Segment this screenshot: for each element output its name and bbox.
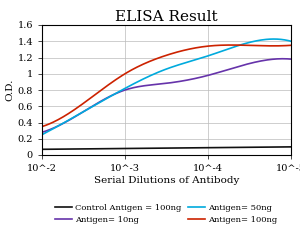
Antigen= 100ng (278, 44, 281, 47)
Antigen= 50ng (268, 38, 272, 41)
Legend: Control Antigen = 100ng, Antigen= 10ng, Antigen= 50ng, Antigen= 100ng: Control Antigen = 100ng, Antigen= 10ng, … (52, 201, 281, 228)
Antigen= 10ng (106, 96, 110, 99)
Antigen= 100ng (50, 121, 54, 124)
Line: Antigen= 100ng: Antigen= 100ng (42, 45, 291, 126)
Control Antigen = 100ng (86, 147, 90, 150)
Control Antigen = 100ng (50, 148, 54, 151)
Antigen= 10ng (277, 57, 280, 60)
Antigen= 50ng (40, 133, 44, 136)
X-axis label: Serial Dilutions of Antibody: Serial Dilutions of Antibody (94, 176, 239, 185)
Control Antigen = 100ng (277, 146, 280, 148)
Antigen= 50ng (50, 128, 54, 131)
Antigen= 100ng (289, 44, 293, 47)
Line: Control Antigen = 100ng: Control Antigen = 100ng (42, 147, 291, 149)
Antigen= 100ng (55, 119, 59, 122)
Antigen= 10ng (280, 57, 284, 60)
Control Antigen = 100ng (40, 148, 44, 151)
Antigen= 100ng (269, 44, 273, 47)
Antigen= 10ng (268, 58, 272, 61)
Antigen= 10ng (50, 127, 54, 130)
Antigen= 50ng (55, 125, 59, 128)
Line: Antigen= 10ng: Antigen= 10ng (42, 59, 291, 132)
Y-axis label: O.D.: O.D. (6, 79, 15, 101)
Control Antigen = 100ng (268, 146, 272, 148)
Antigen= 100ng (106, 84, 110, 86)
Antigen= 100ng (40, 125, 44, 128)
Antigen= 10ng (86, 107, 90, 110)
Antigen= 10ng (289, 58, 293, 60)
Antigen= 100ng (86, 98, 90, 101)
Antigen= 50ng (289, 40, 293, 43)
Control Antigen = 100ng (289, 145, 293, 148)
Antigen= 50ng (86, 108, 90, 110)
Antigen= 50ng (106, 96, 110, 99)
Control Antigen = 100ng (55, 148, 59, 151)
Antigen= 100ng (229, 44, 233, 46)
Antigen= 50ng (278, 38, 281, 41)
Line: Antigen= 50ng: Antigen= 50ng (42, 39, 291, 135)
Antigen= 10ng (40, 131, 44, 134)
Antigen= 10ng (55, 125, 59, 128)
Antigen= 50ng (272, 38, 275, 40)
Title: ELISA Result: ELISA Result (115, 10, 218, 24)
Control Antigen = 100ng (106, 147, 110, 150)
